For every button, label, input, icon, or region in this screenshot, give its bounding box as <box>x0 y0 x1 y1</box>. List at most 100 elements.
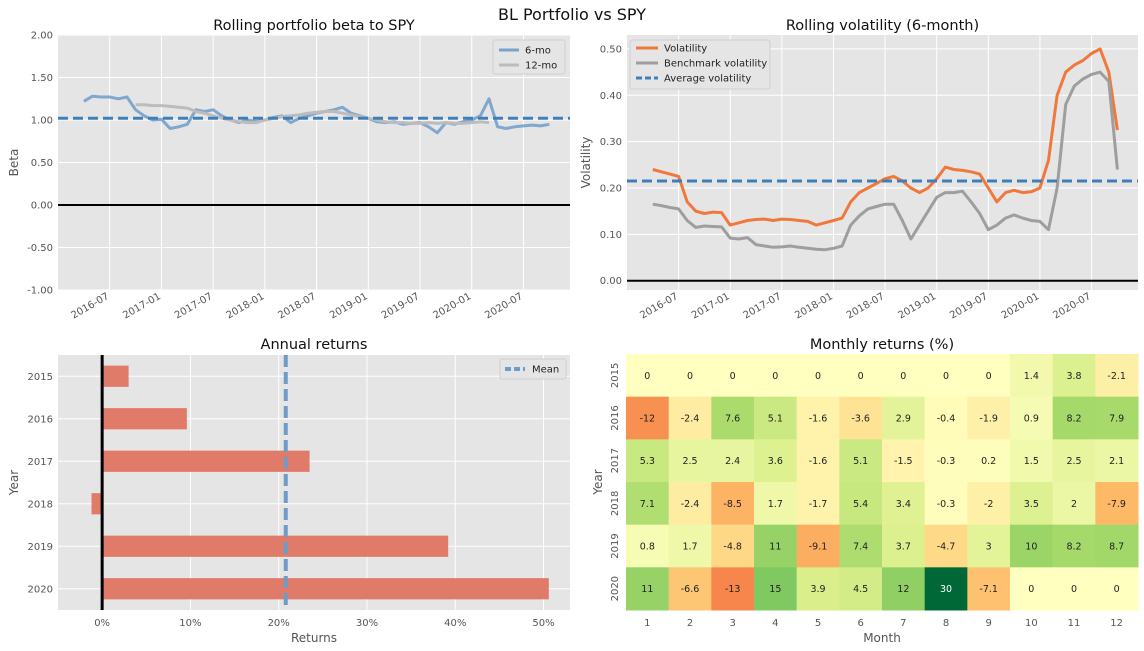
heatmap-cell <box>839 396 883 440</box>
x-tick-label: 2017-07 <box>173 291 215 321</box>
x-tick-label: 2018-07 <box>845 291 887 321</box>
heatmap-cell <box>711 354 755 398</box>
heatmap-cell <box>1052 354 1096 398</box>
cell-value: -2.4 <box>681 414 700 425</box>
heatmap-cell <box>1095 439 1139 483</box>
heatmap-cell <box>1010 439 1054 483</box>
bar-2019 <box>102 535 449 557</box>
cell-value: 3.4 <box>896 499 911 510</box>
heatmap-cell <box>967 396 1011 440</box>
cell-value: 30 <box>940 584 952 595</box>
cell-value: 0 <box>772 371 778 382</box>
cell-value: 3.8 <box>1066 371 1081 382</box>
cell-value: 0 <box>986 371 992 382</box>
x-tick-label: 4 <box>772 618 778 629</box>
bar-2015 <box>102 365 129 387</box>
x-tick-label: 1 <box>644 618 650 629</box>
y-tick-label: 2017 <box>610 448 621 473</box>
x-tick-label: 2018-01 <box>793 291 835 321</box>
heatmap-cell <box>626 439 670 483</box>
cell-value: -2 <box>984 499 993 510</box>
cell-value: 0 <box>730 371 736 382</box>
heatmap-cell <box>668 482 712 526</box>
volatility-chart: 0.00 0.10 0.20 0.30 0.40 0.50 2016-07 2017-01 20… <box>579 18 1138 321</box>
x-tick-label: 0% <box>94 618 110 629</box>
heatmap-cell <box>711 567 755 611</box>
cell-value: 0 <box>815 371 821 382</box>
x-tick-label: 2017-01 <box>690 291 732 321</box>
heatmap-cell <box>796 524 840 568</box>
chart-title: Annual returns <box>261 337 368 353</box>
y-tick-label: 2016 <box>610 405 621 430</box>
heatmap-cell <box>626 482 670 526</box>
heatmap-cell <box>882 396 926 440</box>
cell-value: -7.1 <box>979 584 998 595</box>
heatmap-cell <box>1052 439 1096 483</box>
cell-value: 3.7 <box>896 542 911 553</box>
heatmap-cell <box>967 524 1011 568</box>
heatmap-cell <box>1095 524 1139 568</box>
heatmap-cell <box>882 439 926 483</box>
heatmap-cell <box>796 396 840 440</box>
cell-value: -6.6 <box>681 584 700 595</box>
cell-value: -1.5 <box>894 456 913 467</box>
y-tick-label: 1.00 <box>31 116 53 127</box>
cell-value: 8.7 <box>1109 542 1124 553</box>
legend-label: 6-mo <box>525 46 551 57</box>
y-axis-label: Volatility <box>579 137 593 189</box>
x-tick-label: 30% <box>356 618 378 629</box>
cell-value: 8.2 <box>1066 414 1081 425</box>
series-line-benchmark-volatility <box>652 70 1119 252</box>
bar-2020 <box>102 578 549 600</box>
heatmap-cell <box>1052 524 1096 568</box>
heatmap-cell <box>754 482 798 526</box>
x-tick-label: 2020-07 <box>483 291 525 321</box>
x-tick-label: 10 <box>1025 618 1038 629</box>
cell-value: -3.6 <box>851 414 870 425</box>
y-tick-label: 0.30 <box>600 137 622 148</box>
heatmap-cell <box>1095 567 1139 611</box>
cell-value: 0 <box>1114 584 1120 595</box>
heatmap-cell <box>1010 482 1054 526</box>
heatmap-cell <box>924 524 968 568</box>
y-tick-label: 0.50 <box>31 158 53 169</box>
x-tick-label: 2018-01 <box>225 291 267 321</box>
heatmap-cell <box>882 524 926 568</box>
y-tick-label: 2015 <box>28 372 53 383</box>
cell-value: 0 <box>687 371 693 382</box>
cell-value: 11 <box>769 542 781 553</box>
cell-value: -0.3 <box>937 456 956 467</box>
monthly-returns-heatmap: 0 0 0 0 0 0 0 0 0 1.4 3.8 -2.1 -12 -2.4 7.6 5.1 -1.6 -3.6… <box>591 337 1139 645</box>
cell-value: 2.5 <box>1066 456 1081 467</box>
y-tick-label: 2019 <box>28 542 53 553</box>
x-tick-label: 3 <box>729 618 735 629</box>
heatmap-cell <box>668 354 712 398</box>
heatmap-cell <box>796 354 840 398</box>
x-tick-label: 2 <box>687 618 693 629</box>
cell-value: 0 <box>858 371 864 382</box>
cell-value: -9.1 <box>809 542 828 553</box>
cell-value: 2.1 <box>1109 456 1124 467</box>
cell-value: 5.1 <box>853 456 868 467</box>
plot-background <box>58 355 570 610</box>
legend-label: 12-mo <box>525 61 557 72</box>
x-tick-label: 2017-07 <box>742 291 784 321</box>
x-tick-label: 20% <box>268 618 290 629</box>
cell-value: 11 <box>641 584 653 595</box>
heatmap-cell <box>711 482 755 526</box>
cell-value: -1.7 <box>809 499 828 510</box>
x-tick-label: 2019-07 <box>948 291 990 321</box>
cell-value: 5.4 <box>853 499 868 510</box>
x-tick-label: 2017-01 <box>121 291 163 321</box>
heatmap-cell <box>882 354 926 398</box>
x-tick-label: 40% <box>444 618 466 629</box>
cell-value: -1.6 <box>809 414 828 425</box>
cell-value: 3 <box>986 542 992 553</box>
heatmap-cell <box>626 524 670 568</box>
x-tick-label: 2016-07 <box>638 291 680 321</box>
cell-value: -8.5 <box>723 499 742 510</box>
cell-value: 0 <box>900 371 906 382</box>
x-tick-label: 12 <box>1110 618 1123 629</box>
x-tick-label: 2019-01 <box>896 291 938 321</box>
y-tick-label: 0.10 <box>600 230 622 241</box>
